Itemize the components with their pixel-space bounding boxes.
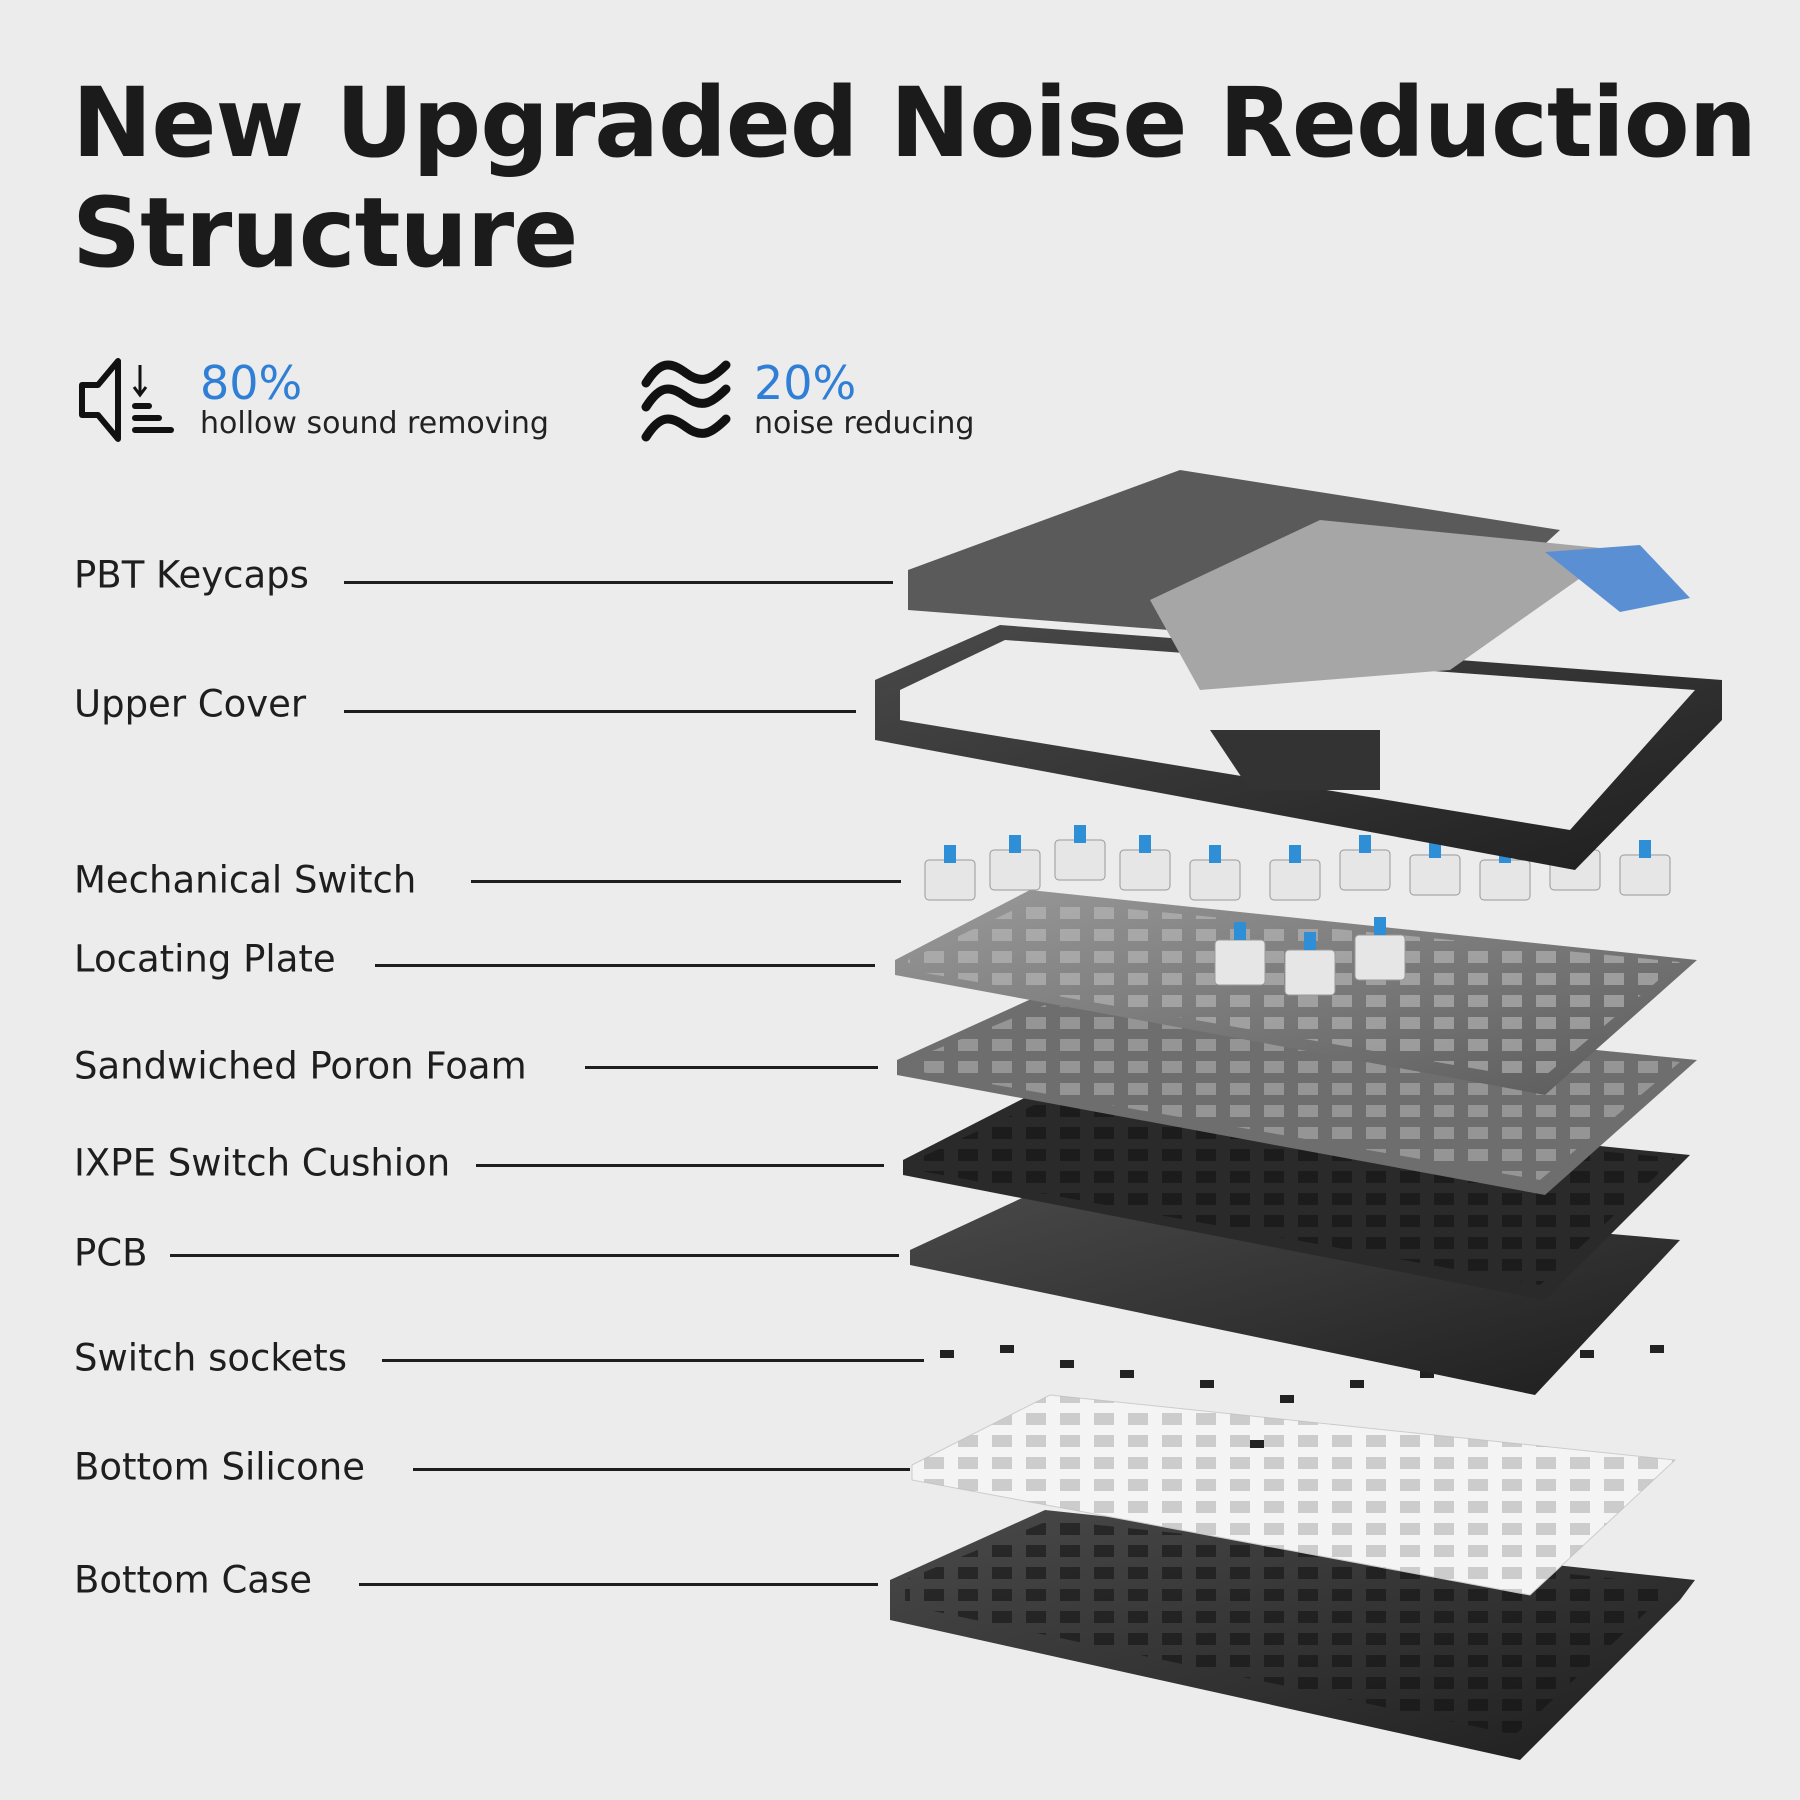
leader-line — [382, 1359, 924, 1362]
stat-value: 80% — [200, 356, 303, 410]
label-locating-plate: Locating Plate — [74, 937, 336, 981]
leader-line — [170, 1254, 899, 1257]
label-mechanical-switch: Mechanical Switch — [74, 858, 417, 902]
label-upper-cover: Upper Cover — [74, 682, 307, 726]
leader-line — [344, 710, 856, 713]
layer-upper-cover — [875, 625, 1722, 870]
page-title: New Upgraded Noise Reduction Structure — [72, 68, 1772, 288]
layer-pbt-keycaps — [908, 470, 1690, 690]
label-bottom-silicone: Bottom Silicone — [74, 1445, 365, 1489]
leader-line — [471, 880, 901, 883]
leader-line — [585, 1066, 878, 1069]
label-switch-sockets: Switch sockets — [74, 1336, 348, 1380]
label-ixpe-cushion: IXPE Switch Cushion — [74, 1141, 451, 1185]
leader-line — [359, 1583, 878, 1586]
label-pcb: PCB — [74, 1231, 148, 1275]
waves-icon — [641, 360, 731, 442]
label-pbt-keycaps: PBT Keycaps — [74, 553, 309, 597]
stat-label: hollow sound removing — [200, 406, 549, 441]
layer-bottom-silicone — [911, 1394, 1677, 1596]
leader-line — [344, 581, 893, 584]
stat-hollow-sound: 80% hollow sound removing — [78, 355, 549, 445]
leader-line — [413, 1468, 910, 1471]
leader-line — [375, 964, 875, 967]
stat-label: noise reducing — [754, 406, 975, 441]
label-bottom-case: Bottom Case — [74, 1558, 313, 1602]
stat-noise-reducing: 20% noise reducing — [640, 355, 974, 445]
label-poron-foam: Sandwiched Poron Foam — [74, 1044, 527, 1088]
title-line-1: New Upgraded Noise Reduction — [72, 67, 1757, 179]
title-line-2: Structure — [72, 177, 578, 289]
stat-value: 20% — [754, 356, 857, 410]
leader-line — [476, 1164, 884, 1167]
speaker-down-icon — [79, 358, 174, 442]
